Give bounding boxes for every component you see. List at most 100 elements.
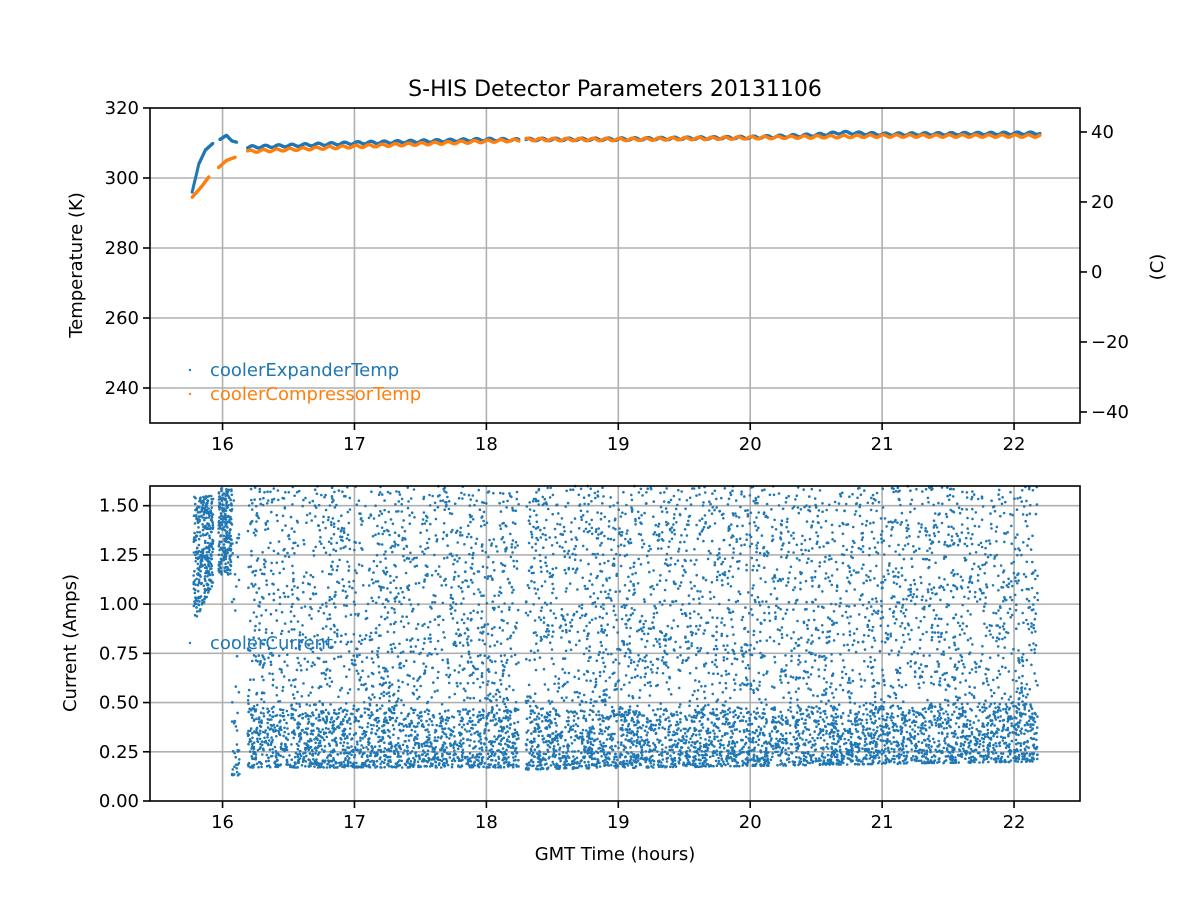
data-point xyxy=(226,572,229,575)
data-point xyxy=(329,677,332,680)
data-point xyxy=(390,644,393,647)
data-point xyxy=(208,516,211,519)
data-point xyxy=(196,610,199,613)
data-point xyxy=(401,498,404,501)
data-point xyxy=(304,605,307,608)
data-point xyxy=(505,661,508,664)
data-point xyxy=(514,546,517,549)
data-point xyxy=(319,540,322,543)
data-point xyxy=(266,502,269,505)
data-point xyxy=(224,569,227,572)
data-point xyxy=(346,735,349,738)
data-point xyxy=(230,490,233,493)
data-point xyxy=(276,520,279,523)
data-point xyxy=(251,502,254,505)
data-point xyxy=(478,639,481,642)
data-point xyxy=(367,675,370,678)
data-point xyxy=(397,592,400,595)
data-point xyxy=(416,679,419,682)
data-point xyxy=(354,659,357,662)
data-point xyxy=(490,748,493,751)
data-point xyxy=(236,712,239,715)
data-point xyxy=(385,681,388,684)
data-point xyxy=(199,497,202,500)
data-point xyxy=(232,768,235,771)
data-point xyxy=(318,700,321,703)
data-point xyxy=(203,498,206,501)
data-point xyxy=(444,501,447,504)
data-point xyxy=(211,574,214,577)
data-point xyxy=(398,663,401,666)
data-point xyxy=(235,725,238,728)
data-point xyxy=(307,718,310,721)
data-point xyxy=(212,498,215,501)
data-point xyxy=(391,545,394,548)
data-point xyxy=(341,687,344,690)
data-point xyxy=(388,695,391,698)
data-point xyxy=(510,546,513,549)
data-point xyxy=(211,581,214,584)
data-point xyxy=(480,617,483,620)
data-point xyxy=(208,544,211,547)
data-point xyxy=(372,582,375,585)
data-point xyxy=(315,593,318,596)
data-point xyxy=(435,730,438,733)
data-point xyxy=(368,517,371,520)
data-point xyxy=(346,537,349,540)
data-point xyxy=(257,749,260,752)
data-point xyxy=(197,590,200,593)
chart-title: S-HIS Detector Parameters 20131106 xyxy=(408,77,822,102)
data-point xyxy=(247,530,250,533)
right-y-tick-label: 20 xyxy=(1091,192,1114,213)
data-point xyxy=(401,591,404,594)
data-point xyxy=(324,678,327,681)
data-point xyxy=(362,746,365,749)
data-point xyxy=(204,555,207,558)
data-point xyxy=(309,598,312,601)
data-point xyxy=(273,724,276,727)
x-tick-label: 20 xyxy=(739,434,762,455)
data-point xyxy=(434,648,437,651)
data-point xyxy=(388,700,391,703)
data-point xyxy=(301,624,304,627)
data-point xyxy=(290,516,293,519)
data-point xyxy=(230,539,233,542)
data-point xyxy=(487,556,490,559)
data-point xyxy=(203,584,206,587)
data-point xyxy=(264,729,267,732)
data-point xyxy=(340,547,343,550)
data-point xyxy=(247,695,250,698)
data-point xyxy=(433,739,436,742)
data-point xyxy=(314,515,317,518)
data-point xyxy=(224,563,227,566)
data-point xyxy=(346,710,349,713)
data-point xyxy=(251,732,254,735)
data-point xyxy=(486,602,489,605)
data-point xyxy=(484,643,487,646)
data-point xyxy=(325,709,328,712)
data-point xyxy=(330,537,333,540)
data-point xyxy=(238,533,241,536)
data-point xyxy=(219,497,222,500)
data-point xyxy=(235,141,238,144)
data-point xyxy=(293,494,296,497)
data-point xyxy=(506,730,509,733)
data-point xyxy=(435,724,438,727)
data-point xyxy=(403,725,406,728)
data-point xyxy=(220,490,223,493)
data-point xyxy=(220,573,223,576)
data-point xyxy=(486,577,489,580)
data-point xyxy=(323,672,326,675)
right-y-tick-label: −40 xyxy=(1091,402,1129,423)
data-point xyxy=(493,735,496,738)
data-point xyxy=(307,727,310,730)
data-point xyxy=(196,573,199,576)
x-tick-label: 17 xyxy=(343,434,366,455)
data-point xyxy=(284,595,287,598)
data-point xyxy=(511,586,514,589)
data-point xyxy=(263,558,266,561)
data-point xyxy=(490,544,493,547)
data-point xyxy=(502,672,505,675)
data-point xyxy=(442,602,445,605)
data-point xyxy=(281,529,284,532)
